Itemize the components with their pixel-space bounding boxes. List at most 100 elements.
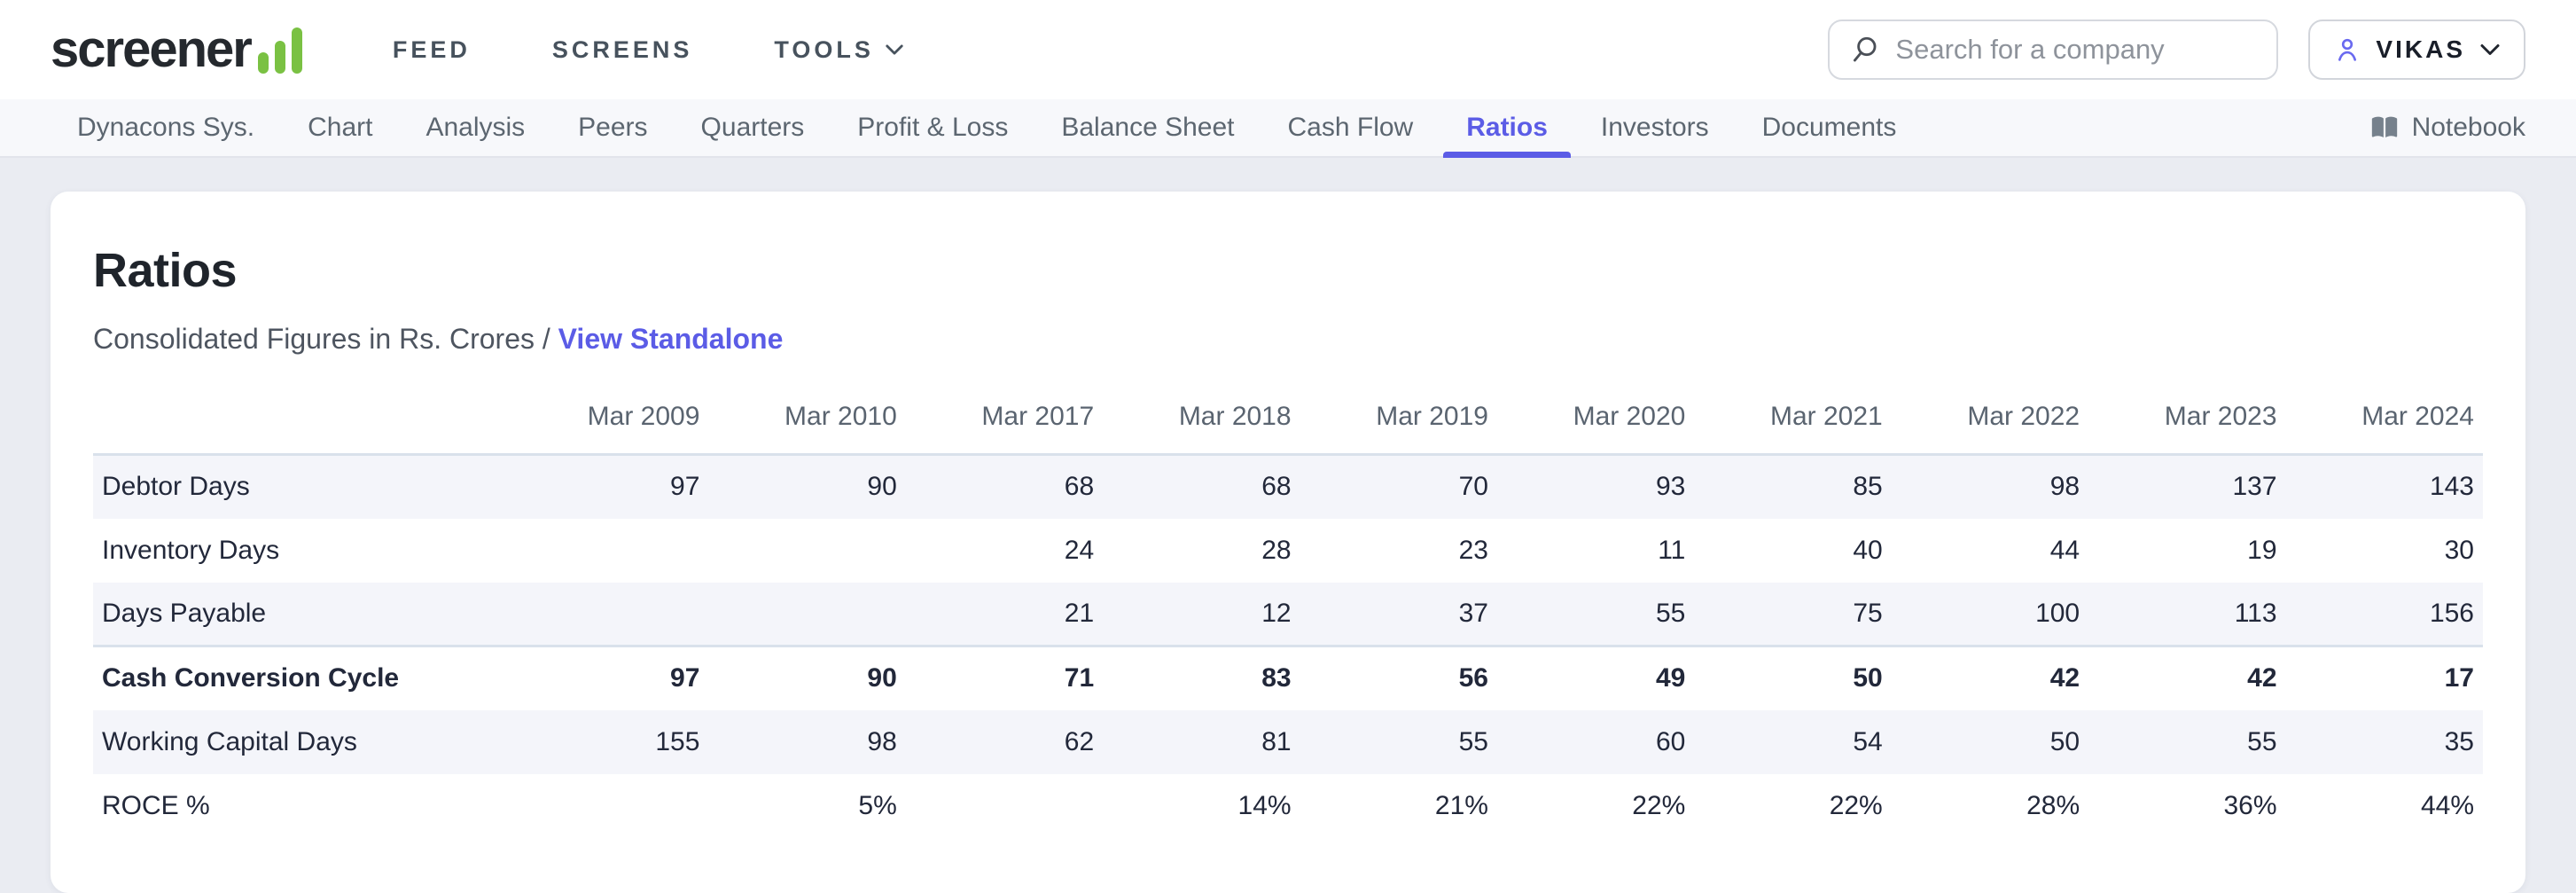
row-value: 12 bbox=[1261, 598, 1292, 628]
column-header: Mar 2019 bbox=[1300, 396, 1497, 456]
row-value: 17 bbox=[2285, 645, 2483, 710]
row-value: 54 bbox=[1853, 726, 1883, 756]
row-value: 155 bbox=[655, 726, 700, 756]
main-nav: FEED SCREENS TOOLS bbox=[393, 36, 986, 64]
row-value bbox=[511, 774, 708, 838]
row-value: 23 bbox=[1458, 535, 1488, 565]
nav-item-label: FEED bbox=[392, 35, 471, 63]
row-label: Cash Conversion Cycle bbox=[93, 645, 511, 710]
tab-chart[interactable]: Chart bbox=[308, 113, 373, 142]
tab-ratios[interactable]: Ratios bbox=[1440, 99, 1574, 158]
row-value: 36% bbox=[2223, 790, 2277, 820]
column-header: Mar 2009 bbox=[511, 396, 709, 456]
row-value: 24 bbox=[1064, 535, 1095, 565]
row-value: 137 bbox=[2232, 472, 2277, 502]
row-value: 35 bbox=[2444, 726, 2474, 756]
tab-profit-loss[interactable]: Profit & Loss bbox=[857, 113, 1009, 142]
view-standalone-link[interactable]: View Standalone bbox=[558, 323, 784, 355]
company-subnav: Dynacons Sys. Chart Analysis Peers Quarters… bbox=[0, 99, 2576, 158]
row-value bbox=[511, 583, 708, 646]
tab-balance-sheet[interactable]: Balance Sheet bbox=[1061, 113, 1235, 142]
tab-quarters[interactable]: Quarters bbox=[700, 113, 805, 142]
row-value: 49 bbox=[1496, 645, 1695, 710]
table-row: Debtor Days 97 90 68 68 70 93 85 98 137 143 bbox=[93, 454, 2483, 519]
row-value: 28% bbox=[2026, 790, 2080, 820]
row-label: Days Payable bbox=[102, 598, 267, 628]
table-row: Days Payable 21 12 37 55 75 100 113 156 bbox=[93, 582, 2483, 646]
row-value: 113 bbox=[2234, 598, 2277, 628]
row-value: 83 bbox=[1103, 645, 1300, 710]
search-icon bbox=[1849, 35, 1879, 65]
tab-cash-flow[interactable]: Cash Flow bbox=[1287, 113, 1414, 142]
row-value: 85 bbox=[1853, 472, 1883, 502]
chevron-down-icon bbox=[2479, 43, 2501, 57]
row-value: 98 bbox=[2049, 472, 2080, 502]
logo[interactable]: screener bbox=[51, 24, 302, 75]
row-value: 44 bbox=[2049, 535, 2080, 565]
row-value: 37 bbox=[1458, 598, 1488, 628]
row-value: 55 bbox=[2247, 726, 2277, 756]
header-right: VIKAS bbox=[1828, 20, 2525, 80]
row-value: 62 bbox=[1064, 726, 1095, 756]
notebook-button[interactable]: Notebook bbox=[2369, 99, 2525, 156]
column-header: Mar 2020 bbox=[1496, 396, 1695, 456]
ratios-table: Mar 2009 Mar 2010 Mar 2017 Mar 2018 Mar 2019… bbox=[93, 396, 2483, 838]
tab-investors[interactable]: Investors bbox=[1600, 113, 1709, 142]
column-header: Mar 2022 bbox=[1891, 396, 2089, 456]
column-header: Mar 2023 bbox=[2088, 396, 2286, 456]
top-header: screener FEED SCREENS TOOLS VIKAS bbox=[0, 0, 2576, 99]
row-value: 81 bbox=[1261, 726, 1292, 756]
row-value: 55 bbox=[1458, 726, 1488, 756]
book-icon bbox=[2369, 114, 2400, 141]
row-value: 50 bbox=[1694, 645, 1892, 710]
row-value: 22% bbox=[1632, 790, 1686, 820]
nav-item-label: TOOLS bbox=[774, 35, 874, 63]
row-value: 21 bbox=[1064, 598, 1095, 628]
row-value bbox=[511, 519, 708, 583]
nav-item-feed[interactable]: FEED bbox=[393, 36, 471, 64]
row-value bbox=[708, 519, 905, 583]
tab-documents[interactable]: Documents bbox=[1761, 113, 1897, 142]
table-row: Working Capital Days 155 98 62 81 55 60 54 50 55 3… bbox=[93, 709, 2483, 774]
row-value bbox=[708, 583, 905, 646]
subnav-company[interactable]: Dynacons Sys. bbox=[77, 113, 255, 142]
row-value: 30 bbox=[2444, 535, 2474, 565]
row-value bbox=[906, 774, 1103, 838]
row-value: 93 bbox=[1655, 472, 1686, 502]
row-value: 75 bbox=[1853, 598, 1883, 628]
row-label: Debtor Days bbox=[102, 472, 250, 502]
row-value: 5% bbox=[858, 790, 897, 820]
column-header: Mar 2017 bbox=[905, 396, 1104, 456]
tab-analysis[interactable]: Analysis bbox=[425, 113, 526, 142]
user-name: VIKAS bbox=[2376, 35, 2465, 63]
nav-item-tools[interactable]: TOOLS bbox=[774, 36, 904, 64]
column-header: Mar 2018 bbox=[1103, 396, 1300, 456]
table-header-row: Mar 2009 Mar 2010 Mar 2017 Mar 2018 Mar 2019… bbox=[93, 396, 2483, 456]
row-value: 22% bbox=[1829, 790, 1883, 820]
bar-chart-icon bbox=[257, 27, 302, 74]
row-value: 55 bbox=[1655, 598, 1686, 628]
ratios-card: Ratios Consolidated Figures in Rs. Crore… bbox=[51, 192, 2525, 893]
row-value: 98 bbox=[867, 726, 897, 756]
nav-item-screens[interactable]: SCREENS bbox=[552, 36, 693, 64]
person-icon bbox=[2333, 35, 2361, 64]
figures-subtitle: Consolidated Figures in Rs. Crores / Vie… bbox=[93, 323, 2483, 356]
row-value: 156 bbox=[2429, 598, 2474, 628]
user-menu-button[interactable]: VIKAS bbox=[2308, 20, 2525, 80]
row-value: 97 bbox=[511, 645, 709, 710]
search-input[interactable] bbox=[1895, 34, 2258, 66]
row-value: 60 bbox=[1655, 726, 1686, 756]
notebook-label: Notebook bbox=[2411, 113, 2525, 142]
row-label: ROCE % bbox=[102, 790, 210, 820]
logo-text: screener bbox=[51, 20, 253, 78]
tab-peers[interactable]: Peers bbox=[578, 113, 648, 142]
page-title: Ratios bbox=[93, 244, 238, 297]
row-value: 68 bbox=[1064, 472, 1095, 502]
row-value: 70 bbox=[1458, 472, 1488, 502]
row-value: 90 bbox=[867, 472, 897, 502]
search-box[interactable] bbox=[1828, 20, 2279, 80]
subnav-tabs: Chart Analysis Peers Quarters Profit & Loss B… bbox=[281, 99, 1923, 158]
row-value: 42 bbox=[2088, 645, 2286, 710]
row-value: 40 bbox=[1853, 535, 1883, 565]
row-value: 28 bbox=[1261, 535, 1292, 565]
